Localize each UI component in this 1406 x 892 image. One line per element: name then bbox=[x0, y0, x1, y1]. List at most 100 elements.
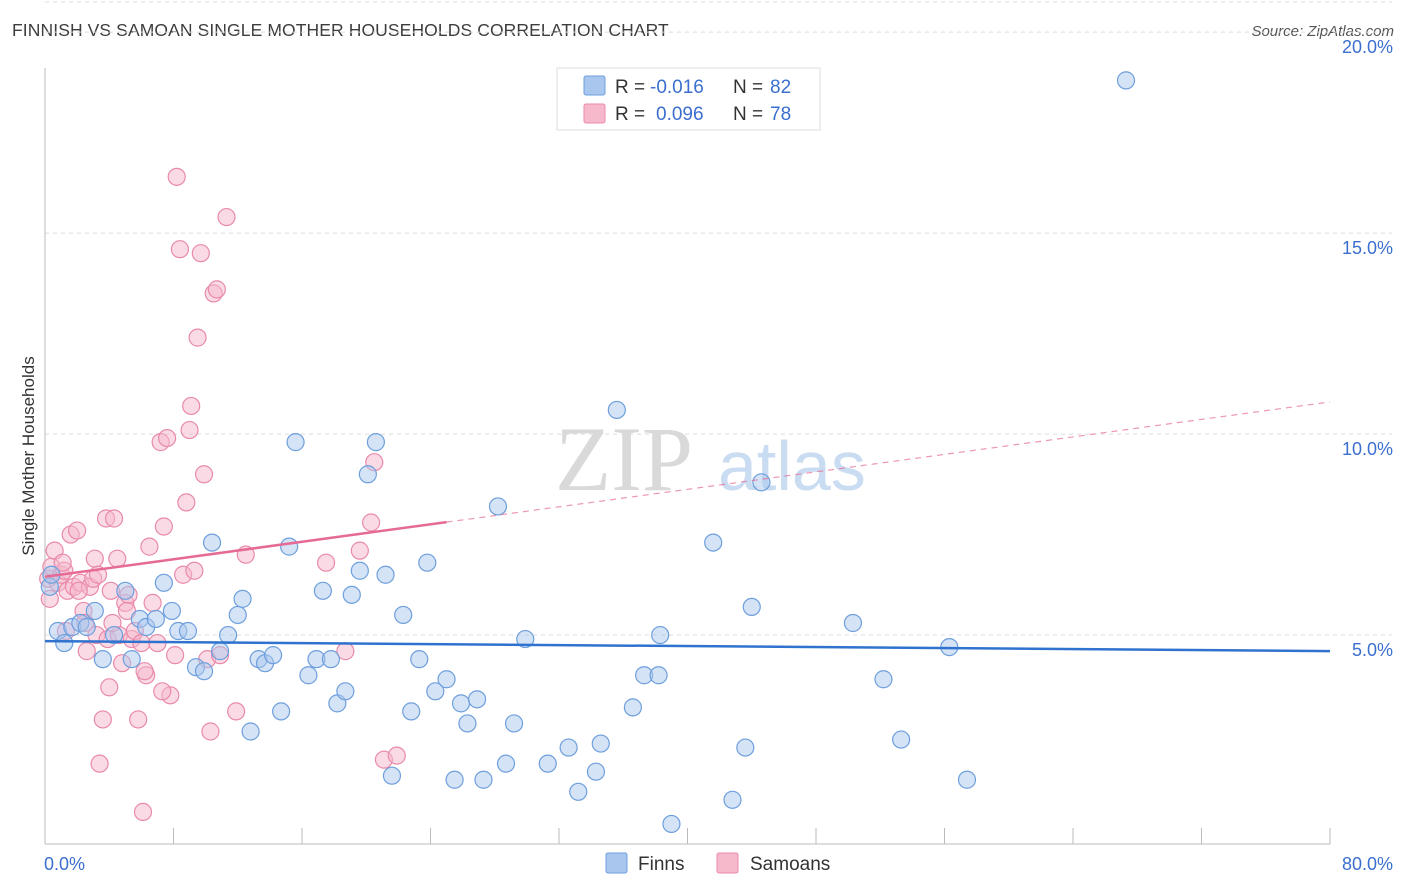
legend-bottom: Finns Samoans bbox=[605, 852, 830, 875]
legend-bottom-finns-label: Finns bbox=[638, 854, 684, 875]
samoans-point bbox=[170, 240, 190, 259]
samoans-point bbox=[207, 280, 226, 299]
grid-layer bbox=[45, 1, 1392, 636]
samoans-point bbox=[135, 662, 154, 681]
legend-bottom-samoans-label: Samoans bbox=[750, 854, 830, 875]
legend-bottom-finns-swatch bbox=[605, 852, 628, 874]
finns-point bbox=[742, 597, 761, 617]
finns-point bbox=[219, 625, 238, 645]
samoans-point bbox=[154, 517, 173, 536]
finns-point bbox=[77, 617, 96, 637]
samoans-point bbox=[188, 328, 207, 347]
finns-point bbox=[178, 621, 198, 641]
finns-point bbox=[116, 581, 135, 600]
legend-top-finns-n-value: 82 bbox=[770, 77, 791, 98]
legend-top-finns-r-value: -0.016 bbox=[650, 77, 704, 98]
finns-point bbox=[623, 698, 642, 717]
samoans-point bbox=[350, 541, 369, 560]
samoans-point bbox=[167, 167, 186, 186]
finns-point bbox=[350, 561, 369, 580]
finns-point bbox=[496, 754, 516, 773]
samoans-point bbox=[68, 521, 87, 540]
legend-top-samoans-n-value: 78 bbox=[770, 104, 791, 125]
samoans-point bbox=[182, 396, 201, 416]
finns-point bbox=[402, 702, 421, 721]
finns-point bbox=[228, 605, 247, 625]
finns-point bbox=[210, 642, 230, 661]
samoans-point bbox=[194, 465, 214, 484]
finns-point bbox=[122, 650, 141, 669]
x-tick-label: 80.0% bbox=[1342, 854, 1393, 874]
watermark: ZIP atlas bbox=[555, 408, 866, 510]
legend-top: R = -0.016 N = 82 R = 0.096 N = 78 bbox=[556, 67, 821, 131]
samoans-point bbox=[133, 802, 153, 821]
y-tick-label: 5.0% bbox=[1352, 640, 1393, 660]
watermark-zip: ZIP bbox=[555, 408, 693, 510]
finns-point bbox=[474, 770, 493, 789]
trend-layer bbox=[44, 401, 1331, 653]
finns-point bbox=[376, 565, 395, 584]
finns-point bbox=[874, 670, 893, 689]
samoans-trend-dashed bbox=[446, 401, 1331, 523]
legend-top-samoans-r-label: R = bbox=[615, 104, 645, 125]
samoans-trend-solid bbox=[44, 520, 447, 578]
samoans-point bbox=[180, 420, 199, 440]
y-tick-label: 15.0% bbox=[1342, 238, 1393, 258]
samoans-point bbox=[77, 642, 96, 661]
samoans-point bbox=[117, 601, 137, 621]
finns-point bbox=[104, 625, 124, 645]
finns-point bbox=[394, 605, 413, 625]
finns-point bbox=[445, 770, 464, 789]
chart-title: FINNISH VS SAMOAN SINGLE MOTHER HOUSEHOL… bbox=[12, 20, 669, 40]
finns-point bbox=[426, 682, 445, 701]
finns-point bbox=[418, 553, 437, 572]
finns-point bbox=[704, 533, 723, 552]
points-layer bbox=[39, 71, 1136, 834]
finns-point bbox=[382, 766, 402, 785]
samoans-point bbox=[143, 593, 162, 612]
finns-point bbox=[263, 646, 283, 665]
samoans-point bbox=[191, 244, 210, 263]
finns-point bbox=[569, 782, 588, 801]
y-axis-title: Single Mother Households bbox=[19, 356, 38, 555]
samoans-point bbox=[185, 561, 204, 580]
legend-top-samoans-n-label: N = bbox=[733, 104, 763, 125]
samoans-point bbox=[157, 428, 177, 448]
finns-point bbox=[280, 537, 299, 556]
finns-point bbox=[336, 682, 355, 701]
finns-point bbox=[586, 762, 606, 781]
samoans-point bbox=[100, 678, 119, 697]
samoans-point bbox=[177, 493, 196, 512]
finns-point bbox=[358, 465, 377, 484]
legend-top-finns-r-label: R = bbox=[615, 77, 645, 98]
finns-point bbox=[272, 702, 291, 721]
finns-point bbox=[162, 601, 181, 621]
samoans-point bbox=[153, 682, 172, 701]
axes-layer: 5.0% 10.0% 15.0% 20.0% 0.0% 80.0% bbox=[44, 37, 1393, 874]
samoans-point bbox=[316, 553, 336, 572]
finns-point bbox=[55, 633, 74, 653]
samoans-point bbox=[361, 513, 381, 532]
x-tick-label: 0.0% bbox=[44, 854, 85, 874]
finns-point bbox=[516, 629, 535, 649]
finns-point bbox=[843, 613, 863, 633]
finns-point bbox=[451, 694, 471, 713]
samoans-point bbox=[129, 710, 148, 729]
legend-top-samoans-r-value: 0.096 bbox=[656, 104, 704, 125]
legend-bottom-samoans-swatch bbox=[716, 852, 739, 874]
finns-point bbox=[559, 738, 578, 757]
samoans-point bbox=[201, 722, 220, 741]
finns-point bbox=[1116, 71, 1136, 90]
finns-point bbox=[957, 770, 977, 789]
finns-point bbox=[752, 473, 771, 492]
finns-point bbox=[321, 650, 341, 669]
y-tick-label: 20.0% bbox=[1342, 37, 1393, 57]
finns-point bbox=[488, 497, 508, 516]
samoans-point bbox=[104, 509, 124, 528]
samoans-point bbox=[53, 553, 72, 572]
samoans-point bbox=[140, 537, 159, 556]
finns-point bbox=[437, 670, 456, 689]
legend-top-samoans-swatch bbox=[583, 103, 606, 124]
finns-point bbox=[736, 738, 755, 757]
finns-point bbox=[723, 790, 742, 809]
